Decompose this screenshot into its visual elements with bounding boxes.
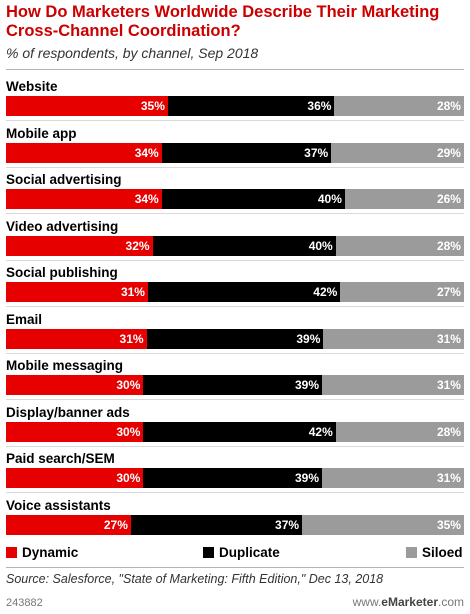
category-label-social-publishing: Social publishing (6, 265, 118, 280)
category-label-paid-search-sem: Paid search/SEM (6, 451, 115, 466)
brand-suffix: .com (437, 595, 464, 609)
bar-email-siloed: 31% (323, 328, 464, 349)
title-divider (6, 69, 464, 70)
category-label-email: Email (6, 311, 43, 327)
row-divider (6, 399, 464, 400)
bar-email-dynamic: 31% (6, 328, 147, 349)
legend-item-dynamic: Dynamic (6, 544, 78, 560)
category-label-social-advertising: Social advertising (6, 172, 122, 187)
bar-video-advertising-siloed: 28% (335, 235, 464, 256)
bar-social-advertising-duplicate: 40% (161, 189, 345, 209)
chart-title: How Do Marketers Worldwide Describe Thei… (6, 3, 440, 40)
bar-mobile-messaging-duplicate: 39% (143, 375, 322, 395)
row-divider (6, 259, 464, 261)
bar-display-banner-ads-siloed: 28% (335, 421, 464, 442)
legend-swatch-siloed (406, 546, 417, 558)
bar-mobile-messaging-siloed: 31% (322, 375, 464, 395)
legend-label-dynamic: Dynamic (22, 544, 79, 560)
bar-voice-assistants-siloed: 35% (302, 514, 464, 535)
category-label-voice-assistants: Voice assistants (6, 497, 111, 513)
legend-item-duplicate: Duplicate (203, 544, 280, 560)
bar-website-duplicate: 36% (167, 96, 335, 116)
legend-label-siloed: Siloed (422, 544, 463, 560)
bar-voice-assistants-dynamic: 27% (6, 514, 131, 535)
row-divider (6, 445, 464, 447)
brand-prefix: www. (352, 595, 382, 609)
row-divider (6, 352, 464, 354)
row-divider (6, 306, 464, 307)
bar-display-banner-ads-duplicate: 42% (143, 421, 336, 442)
bar-video-advertising-duplicate: 40% (152, 235, 336, 256)
bar-email-duplicate: 39% (146, 328, 324, 349)
legend-swatch-dynamic (6, 546, 17, 558)
bar-mobile-app-duplicate: 37% (161, 142, 332, 163)
bar-website-siloed: 28% (334, 96, 464, 116)
footer-divider (6, 567, 464, 568)
legend-swatch-duplicate (203, 546, 214, 558)
bar-mobile-app-siloed: 29% (331, 142, 464, 163)
bar-video-advertising-dynamic: 32% (6, 235, 153, 256)
source-note: Source: Salesforce, "State of Marketing:… (6, 572, 384, 586)
chart-id: 243882 (6, 597, 43, 609)
category-label-mobile-app: Mobile app (6, 125, 77, 141)
bar-mobile-messaging-dynamic: 30% (6, 375, 144, 395)
bar-social-advertising-siloed: 26% (344, 189, 464, 209)
bar-social-publishing-dynamic: 31% (6, 282, 148, 302)
bar-display-banner-ads-dynamic: 30% (6, 421, 144, 442)
bar-social-publishing-siloed: 27% (340, 282, 464, 302)
bar-mobile-app-dynamic: 34% (6, 142, 162, 163)
row-divider (6, 213, 464, 214)
bar-paid-search-sem-siloed: 31% (322, 468, 464, 488)
bar-paid-search-sem-duplicate: 39% (143, 468, 322, 488)
legend-item-siloed: Siloed (406, 544, 463, 560)
brand-name: eMarketer (381, 595, 438, 609)
row-divider (6, 492, 464, 493)
bar-social-advertising-dynamic: 34% (6, 189, 162, 209)
row-divider (6, 166, 464, 168)
row-divider (6, 120, 464, 121)
bar-website-dynamic: 35% (6, 96, 168, 116)
category-label-mobile-messaging: Mobile messaging (6, 358, 124, 373)
chart-subtitle: % of respondents, by channel, Sep 2018 (6, 45, 259, 61)
brand-logo: www.eMarketer.com (353, 595, 464, 609)
bar-social-publishing-duplicate: 42% (147, 282, 341, 302)
legend-label-duplicate: Duplicate (219, 544, 280, 560)
category-label-website: Website (6, 79, 58, 94)
category-label-video-advertising: Video advertising (6, 218, 119, 234)
category-label-display-banner-ads: Display/banner ads (6, 404, 130, 420)
bar-paid-search-sem-dynamic: 30% (6, 468, 144, 488)
bar-voice-assistants-duplicate: 37% (130, 514, 303, 535)
